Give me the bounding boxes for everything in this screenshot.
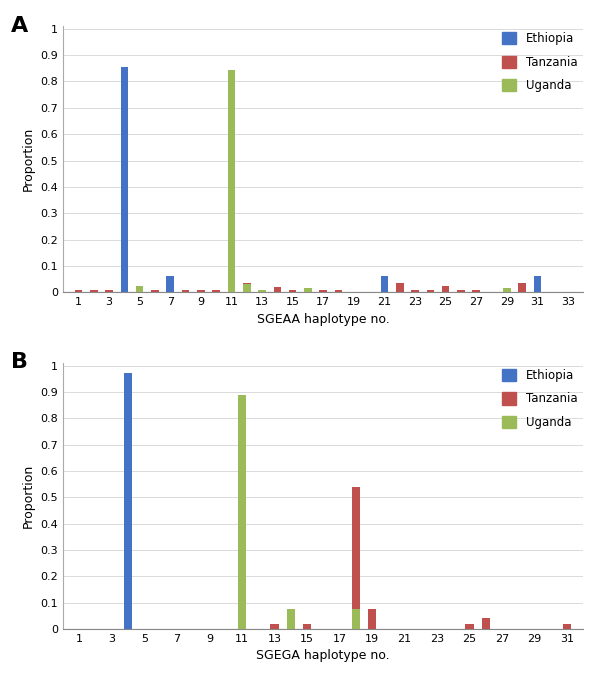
Text: A: A <box>11 16 28 35</box>
Bar <box>304 289 312 292</box>
Bar <box>74 289 82 292</box>
Text: B: B <box>11 352 28 372</box>
Bar <box>457 289 465 292</box>
Bar <box>427 289 434 292</box>
X-axis label: SGEGA haplotype no.: SGEGA haplotype no. <box>256 649 390 662</box>
Bar <box>121 67 128 292</box>
Bar <box>238 526 246 629</box>
Bar <box>271 623 278 629</box>
Bar <box>563 623 571 629</box>
Bar <box>182 289 190 292</box>
Legend: Ethiopia, Tanzania, Uganda: Ethiopia, Tanzania, Uganda <box>502 32 577 92</box>
Bar <box>380 276 388 292</box>
Bar <box>352 487 360 629</box>
Bar <box>289 289 296 292</box>
Bar <box>136 289 143 292</box>
Bar <box>518 283 526 292</box>
Bar <box>227 129 235 292</box>
Y-axis label: Proportion: Proportion <box>22 127 35 191</box>
Bar <box>197 289 205 292</box>
X-axis label: SGEAA haplotype no.: SGEAA haplotype no. <box>257 312 389 326</box>
Bar <box>472 289 480 292</box>
Y-axis label: Proportion: Proportion <box>22 464 35 528</box>
Bar <box>274 287 281 292</box>
Bar <box>466 623 473 629</box>
Bar <box>212 289 220 292</box>
Bar <box>442 286 449 292</box>
Bar <box>105 289 113 292</box>
Bar <box>482 619 490 629</box>
Bar <box>352 609 360 629</box>
Bar <box>136 286 143 292</box>
Bar <box>303 623 311 629</box>
Bar <box>227 70 235 292</box>
Bar <box>151 289 159 292</box>
Bar <box>319 289 327 292</box>
Bar <box>533 276 541 292</box>
Bar <box>243 283 251 292</box>
Bar <box>124 373 132 629</box>
Bar <box>243 285 251 292</box>
Bar <box>166 276 174 292</box>
Bar <box>368 609 376 629</box>
Bar <box>258 289 266 292</box>
Bar <box>396 283 404 292</box>
Bar <box>503 289 511 292</box>
Bar <box>238 394 246 629</box>
Bar <box>258 289 266 292</box>
Legend: Ethiopia, Tanzania, Uganda: Ethiopia, Tanzania, Uganda <box>502 369 577 429</box>
Bar <box>335 289 343 292</box>
Bar <box>287 609 295 629</box>
Bar <box>304 289 312 292</box>
Bar <box>411 289 419 292</box>
Bar <box>90 289 98 292</box>
